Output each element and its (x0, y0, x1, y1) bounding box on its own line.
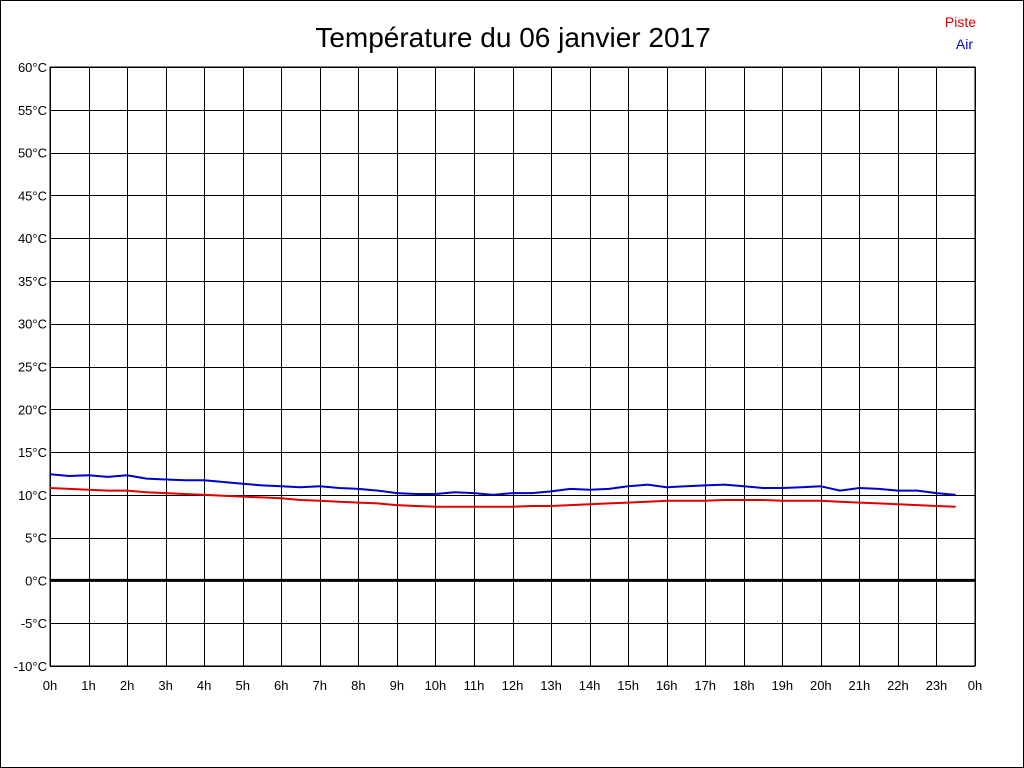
y-tick-label: -5°C (21, 616, 47, 631)
y-tick-label: 50°C (18, 146, 47, 161)
x-tick-label: 20h (810, 678, 832, 693)
x-tick-label: 13h (540, 678, 562, 693)
x-tick-label: 12h (502, 678, 524, 693)
series-line-piste (49, 487, 956, 508)
y-tick-label: 15°C (18, 445, 47, 460)
legend-entry-piste: Piste (945, 14, 976, 30)
x-tick-label: 11h (464, 678, 485, 693)
y-tick-label: 55°C (18, 103, 47, 118)
x-tick-label: 8h (351, 678, 365, 693)
x-tick-label: 18h (733, 678, 755, 693)
x-tick-label: 16h (656, 678, 678, 693)
y-tick-label: 40°C (18, 231, 47, 246)
x-tick-label: 14h (579, 678, 601, 693)
x-tick-label: 17h (694, 678, 716, 693)
plot-area (49, 66, 976, 667)
x-tick-label: 1h (81, 678, 95, 693)
x-tick-label: 22h (887, 678, 909, 693)
y-tick-label: 20°C (18, 402, 47, 417)
x-tick-label: 21h (849, 678, 871, 693)
legend-entry-air: Air (956, 36, 973, 52)
y-tick-label: 45°C (18, 188, 47, 203)
grid-lines (49, 66, 976, 667)
axes-layer: 0h 1h 2h 3h 4h 5h 6h 7h 8h 9h 10h 11h 12h 13h 14h 15h 16… (14, 60, 983, 693)
x-tick-label: 19h (771, 678, 793, 693)
y-tick-label: 0°C (25, 573, 47, 588)
x-tick-label: 2h (120, 678, 134, 693)
chart-title: Température du 06 janvier 2017 (315, 22, 710, 53)
y-tick-label: 5°C (25, 531, 47, 546)
x-tick-label: 10h (425, 678, 447, 693)
x-tick-label: 5h (235, 678, 249, 693)
x-tick-label: 15h (617, 678, 639, 693)
x-tick-label: 9h (390, 678, 404, 693)
y-tick-label: -10°C (14, 659, 47, 674)
series-layer (49, 473, 956, 508)
x-tick-label: 0h (968, 678, 982, 693)
x-tick-label: 4h (197, 678, 211, 693)
x-tick-label: 3h (158, 678, 172, 693)
y-tick-label: 25°C (18, 360, 47, 375)
x-tick-label: 7h (313, 678, 327, 693)
x-tick-label: 23h (926, 678, 948, 693)
y-tick-label: 30°C (18, 317, 47, 332)
series-line-air (49, 473, 956, 496)
x-tick-label: 6h (274, 678, 288, 693)
y-tick-label: 60°C (18, 60, 47, 75)
y-tick-label: 10°C (18, 488, 47, 503)
y-tick-label: 35°C (18, 274, 47, 289)
x-tick-label: 0h (43, 678, 57, 693)
